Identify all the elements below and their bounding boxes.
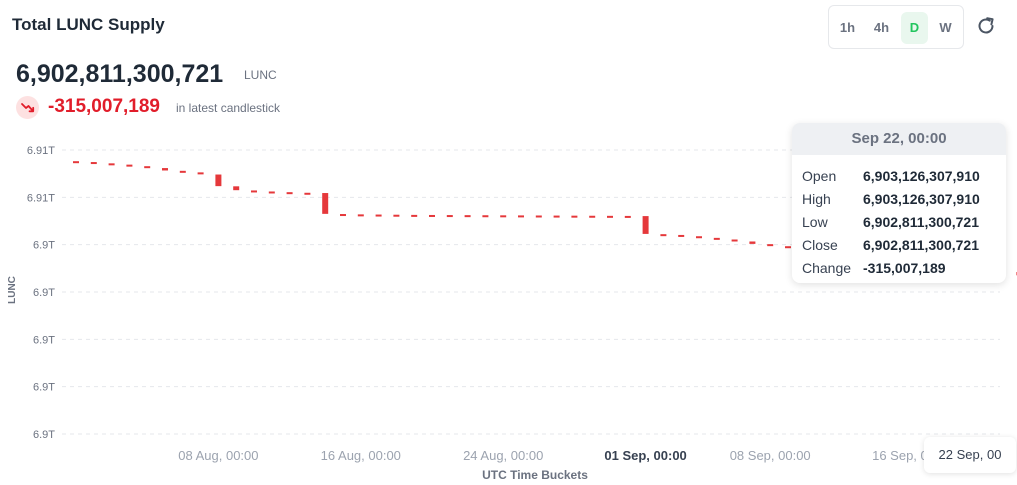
y-tick-label: 6.9T [33, 287, 55, 299]
tooltip-date: Sep 22, 00:00 [792, 123, 1006, 155]
candle [393, 214, 400, 217]
candle [518, 215, 524, 218]
supply-unit: LUNC [244, 68, 277, 82]
candle [500, 215, 507, 218]
timeframe-w-button[interactable]: W [939, 20, 952, 35]
candle [624, 215, 631, 218]
x-tick-label: 01 Sep, 00:00 [604, 448, 686, 463]
candle [268, 191, 275, 194]
candle [731, 239, 738, 242]
candle [696, 236, 702, 239]
candle [429, 214, 435, 217]
candle [713, 237, 720, 240]
candle [179, 170, 186, 173]
candle-tooltip: Sep 22, 00:00 Open 6,903,126,307,910 Hig… [792, 123, 1006, 283]
candle [251, 190, 257, 193]
candle [90, 162, 97, 165]
candle [571, 215, 578, 218]
trend-down-icon [16, 96, 39, 119]
candle [286, 192, 293, 195]
y-tick-label: 6.9T [33, 334, 55, 346]
candle [197, 172, 204, 175]
x-axis-label: UTC Time Buckets [482, 468, 588, 482]
candle [464, 215, 471, 218]
tooltip-low-value: 6,902,811,300,721 [863, 214, 980, 230]
candle [642, 216, 649, 234]
candle [482, 215, 489, 218]
candle [411, 214, 418, 217]
candle [108, 163, 115, 166]
tooltip-close-value: 6,902,811,300,721 [863, 237, 980, 253]
tooltip-open-value: 6,903,126,307,910 [863, 168, 980, 184]
x-tick-label: 16 Aug, 00:00 [321, 448, 401, 463]
tooltip-close-label: Close [802, 237, 838, 253]
candle [233, 186, 240, 191]
x-tick-label: 24 Aug, 00:00 [463, 448, 543, 463]
x-tick-label: 08 Aug, 00:00 [178, 448, 258, 463]
candle [660, 234, 667, 237]
candle [749, 241, 756, 244]
change-value: -315,007,189 [48, 96, 160, 117]
candle [304, 192, 311, 195]
supply-value: 6,902,811,300,721 [16, 60, 224, 88]
y-tick-label: 6.9T [33, 240, 55, 252]
tooltip-high-label: High [802, 191, 831, 207]
candle [375, 214, 382, 217]
crosshair-x-label: 22 Sep, 00 [924, 437, 1016, 473]
y-tick-label: 6.9T [33, 382, 55, 394]
candle [322, 193, 329, 214]
x-tick-label: 08 Sep, 00:00 [730, 448, 811, 463]
candle [162, 168, 168, 171]
tooltip-low-label: Low [802, 214, 828, 230]
candle [215, 174, 222, 187]
candle [607, 215, 613, 218]
y-tick-label: 6.9T [33, 429, 55, 441]
candle [767, 244, 774, 247]
page-title: Total LUNC Supply [12, 15, 165, 34]
candle [785, 246, 791, 249]
candle [535, 215, 542, 218]
tooltip-change-label: Change [802, 260, 852, 276]
candle [126, 164, 133, 167]
candle [553, 215, 560, 218]
candle [73, 161, 79, 164]
timeframe-d-button[interactable]: D [901, 12, 928, 44]
tooltip-high-value: 6,903,126,307,910 [863, 191, 980, 207]
candle [589, 215, 596, 218]
change-note: in latest candlestick [176, 101, 281, 115]
y-tick-label: 6.91T [27, 192, 55, 204]
timeframe-4h-button[interactable]: 4h [873, 20, 890, 35]
tooltip-change-value: -315,007,189 [863, 260, 946, 276]
refresh-icon[interactable] [975, 15, 997, 37]
y-axis-label: LUNC [7, 276, 18, 304]
candle [357, 214, 364, 217]
timeframe-selector: 1h 4h D W [828, 5, 964, 49]
y-tick-label: 6.91T [27, 145, 55, 157]
candle [678, 234, 685, 237]
candle [446, 215, 453, 218]
timeframe-1h-button[interactable]: 1h [839, 20, 856, 35]
candle [340, 214, 346, 217]
tooltip-open-label: Open [802, 168, 837, 184]
candle [144, 166, 151, 169]
